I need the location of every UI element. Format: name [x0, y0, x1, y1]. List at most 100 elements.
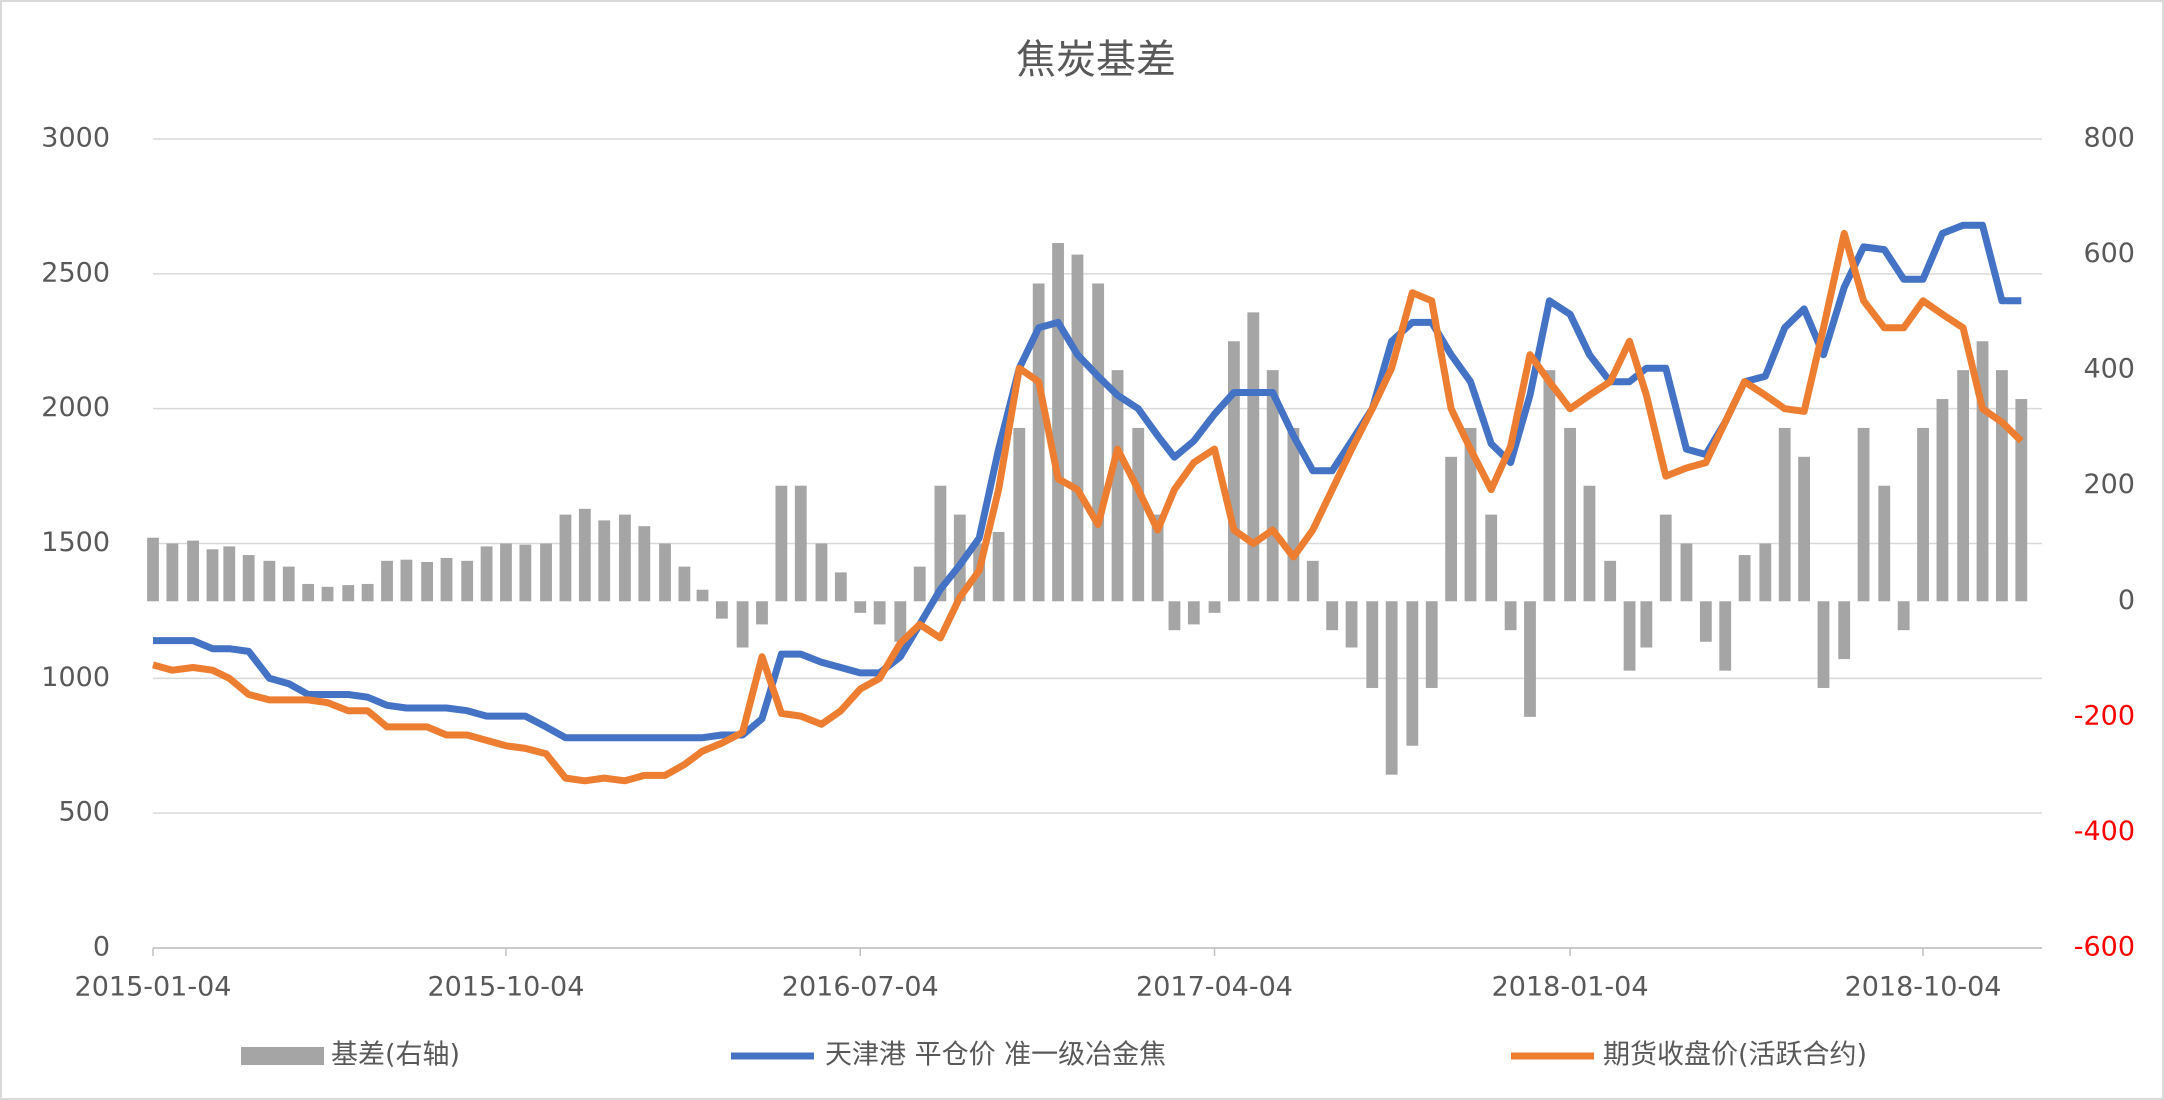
bar	[361, 583, 374, 602]
bar	[440, 557, 453, 602]
x-tick-label: 2015-10-04	[428, 972, 585, 1003]
y2-tick-label: 200	[2083, 469, 2135, 500]
bar	[1306, 560, 1319, 602]
bar	[1208, 601, 1221, 613]
bar	[1266, 370, 1279, 602]
bar	[1564, 427, 1576, 602]
bar	[1699, 601, 1712, 642]
bar	[1071, 254, 1084, 602]
bar	[1228, 341, 1240, 602]
bar	[1917, 427, 1929, 602]
bar	[934, 485, 947, 602]
bar	[1936, 399, 1949, 602]
bar	[894, 601, 907, 642]
bar	[638, 526, 651, 602]
x-tick-label: 2016-07-04	[782, 972, 939, 1003]
bar	[1738, 555, 1751, 602]
bar	[1092, 283, 1105, 602]
bar	[1996, 370, 2008, 602]
bar	[578, 508, 591, 602]
line	[152, 229, 2024, 785]
y2-tick-label: -200	[2074, 700, 2135, 731]
bar	[1583, 485, 1596, 602]
bar	[540, 543, 552, 602]
bar	[1759, 543, 1772, 602]
x-tick-label: 2018-01-04	[1492, 972, 1649, 1003]
bar	[1485, 514, 1498, 602]
bar	[873, 601, 886, 625]
y2-tick-label: 800	[2083, 123, 2135, 154]
bar	[282, 566, 295, 602]
bar	[1640, 601, 1653, 648]
bar	[461, 560, 474, 602]
legend-label: 天津港 平仓价 准一级冶金焦	[825, 1040, 1166, 1071]
y2-tick-label: 600	[2083, 238, 2135, 269]
bar	[1719, 601, 1732, 671]
bar	[559, 514, 572, 602]
bar	[992, 531, 1005, 602]
y-tick-label: 1500	[41, 527, 110, 558]
bar	[1623, 601, 1636, 671]
y-tick-label: 1000	[41, 662, 110, 693]
bar	[519, 544, 532, 602]
bar	[342, 585, 355, 602]
bar	[1897, 601, 1910, 631]
bar	[1425, 601, 1438, 688]
bar	[1287, 427, 1300, 602]
x-tick-label: 2018-10-04	[1845, 972, 2002, 1003]
bar	[1345, 601, 1358, 648]
bar	[187, 540, 199, 602]
bar	[1406, 601, 1419, 746]
bar	[913, 566, 926, 602]
bar	[1168, 601, 1181, 631]
bar	[1817, 601, 1830, 688]
bar	[1838, 601, 1851, 660]
bar	[696, 589, 709, 602]
bar	[659, 543, 671, 602]
bar	[242, 555, 255, 602]
x-tick-label: 2015-01-04	[75, 972, 232, 1003]
bar	[1798, 456, 1811, 602]
bar	[1604, 560, 1617, 602]
bar	[598, 520, 611, 602]
bar	[400, 559, 413, 602]
bar	[1976, 341, 1989, 602]
bar	[1878, 485, 1891, 602]
bar	[834, 572, 847, 602]
legend-label: 期货收盘价(活跃合约)	[1603, 1040, 1867, 1071]
y-tick-label: 500	[58, 797, 110, 828]
bar	[1659, 514, 1672, 602]
bar	[166, 543, 179, 602]
y-tick-label: 2500	[41, 257, 110, 288]
bar	[1366, 601, 1379, 688]
bar	[2015, 399, 2028, 602]
bar	[500, 543, 512, 602]
bar	[1151, 514, 1164, 602]
bar	[854, 601, 867, 613]
y-tick-label: 2000	[41, 392, 110, 423]
bar	[775, 485, 788, 602]
bar	[953, 514, 966, 602]
bar	[1504, 601, 1517, 631]
bar	[206, 549, 219, 602]
bar	[223, 546, 236, 602]
bar	[381, 560, 393, 602]
bar	[1187, 601, 1200, 625]
bar	[1032, 283, 1045, 602]
x-tick-label: 2017-04-04	[1136, 972, 1293, 1003]
bar	[794, 485, 807, 602]
chart-title: 焦炭基差	[1016, 37, 1176, 83]
bar	[1957, 370, 1970, 602]
bar	[1385, 601, 1398, 775]
bar	[321, 586, 334, 602]
bar	[263, 560, 276, 602]
bar	[756, 601, 768, 625]
bar	[678, 566, 691, 602]
y2-tick-label: 0	[2118, 585, 2135, 616]
bar	[1543, 370, 1556, 602]
y2-tick-label: -400	[2074, 816, 2135, 847]
bar	[736, 601, 749, 648]
bar	[1052, 243, 1064, 602]
bar	[619, 514, 631, 602]
